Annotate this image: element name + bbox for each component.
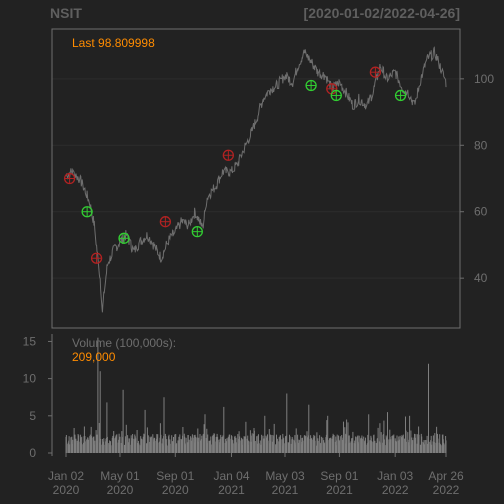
x-tick-year-label: 2022 xyxy=(382,483,409,497)
signal-marker xyxy=(369,66,382,78)
x-tick-label: May 01 xyxy=(100,469,140,483)
signal-marker xyxy=(394,89,407,102)
signal-marker xyxy=(222,149,234,161)
x-tick-label: Jan 02 xyxy=(48,469,84,483)
volume-last-value: 209,000 xyxy=(72,350,116,364)
price-y-axis: 40 60 80 100 xyxy=(460,72,494,285)
x-tick-year-label: 2020 xyxy=(162,483,189,497)
volume-y-tick-label: 10 xyxy=(23,372,37,386)
volume-y-tick-label: 0 xyxy=(29,446,36,460)
price-gridlines xyxy=(52,78,460,279)
x-tick-year-label: 2021 xyxy=(272,483,299,497)
x-tick-label: Apr 26 xyxy=(428,469,464,483)
signal-marker xyxy=(81,206,93,218)
x-tick-year-label: 2021 xyxy=(326,483,353,497)
signal-marker xyxy=(63,172,76,185)
x-tick-year-label: 2021 xyxy=(218,483,245,497)
price-panel-frame xyxy=(51,28,461,329)
volume-label: Volume (100,000s): xyxy=(72,336,176,350)
volume-y-axis: 0 5 10 15 xyxy=(23,334,52,460)
signal-marker xyxy=(330,89,342,102)
signal-marker xyxy=(159,216,172,228)
x-tick-year-label: 2020 xyxy=(53,483,80,497)
x-tick-label: Jan 04 xyxy=(213,469,249,483)
volume-y-tick-label: 15 xyxy=(23,334,37,348)
date-range-title: [2020-01-02/2022-04-26] xyxy=(303,5,460,21)
signal-marker xyxy=(118,232,130,244)
x-tick-year-label: 2020 xyxy=(107,483,134,497)
x-tick-label: Sep 01 xyxy=(156,469,194,483)
x-tick-label: Jan 03 xyxy=(377,469,413,483)
signal-marker xyxy=(305,79,317,92)
volume-bars xyxy=(65,337,447,453)
last-price-label: Last 98.809998 xyxy=(72,36,155,50)
signal-marker xyxy=(90,252,103,264)
signal-marker xyxy=(191,226,203,238)
price-series-line xyxy=(65,46,447,313)
signal-markers xyxy=(63,66,407,264)
volume-y-tick-label: 5 xyxy=(29,409,36,423)
x-tick-label: May 03 xyxy=(265,469,305,483)
price-y-tick-label: 100 xyxy=(474,72,494,86)
x-tick-label: Sep 01 xyxy=(320,469,358,483)
price-y-tick-label: 60 xyxy=(474,205,488,219)
price-y-tick-label: 80 xyxy=(474,138,488,152)
ticker-title: NSIT xyxy=(50,5,82,21)
price-y-tick-label: 40 xyxy=(474,271,488,285)
x-tick-year-label: 2022 xyxy=(433,483,460,497)
